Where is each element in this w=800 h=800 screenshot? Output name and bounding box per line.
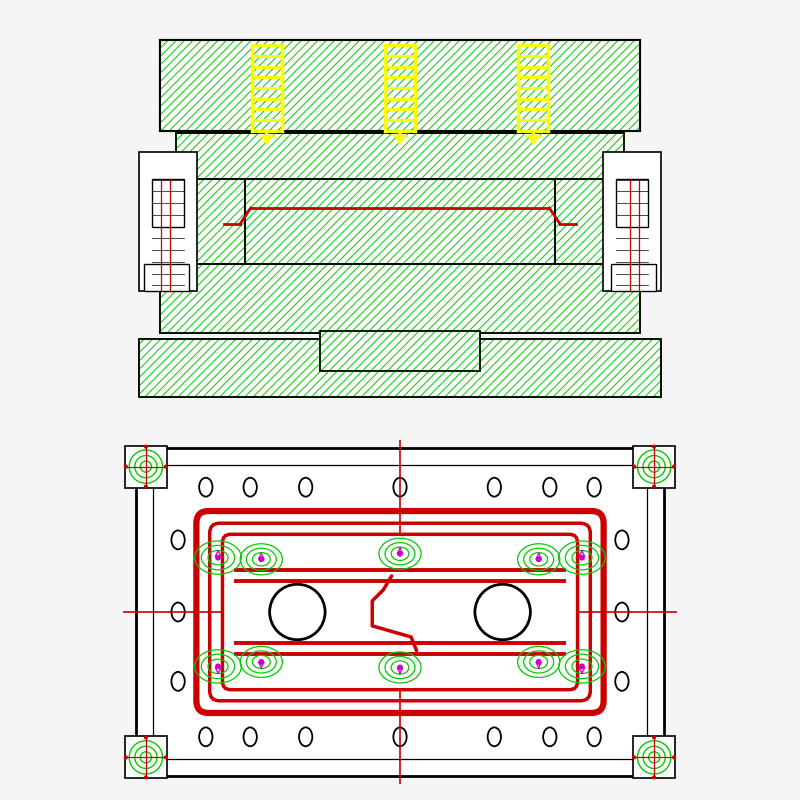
Bar (160, 40, 640, 130)
Circle shape (145, 486, 147, 488)
Bar (616, 178, 648, 226)
Bar (176, 134, 624, 178)
Circle shape (165, 756, 167, 758)
Bar (320, 330, 480, 370)
Circle shape (398, 551, 402, 556)
Circle shape (673, 756, 675, 758)
Bar (160, 264, 640, 334)
Bar (144, 264, 190, 290)
Circle shape (125, 466, 127, 468)
Circle shape (653, 736, 655, 738)
Bar (152, 178, 184, 226)
Bar (246, 178, 554, 264)
Circle shape (259, 557, 263, 562)
Circle shape (580, 664, 584, 669)
Bar (554, 178, 640, 264)
Circle shape (216, 555, 220, 560)
Bar (138, 338, 662, 398)
Circle shape (580, 555, 584, 560)
Circle shape (653, 486, 655, 488)
Circle shape (633, 466, 635, 468)
Circle shape (125, 756, 127, 758)
Bar (160, 178, 246, 264)
Bar (160, 178, 246, 264)
Circle shape (653, 776, 655, 778)
Bar (153, 465, 647, 759)
Circle shape (145, 446, 147, 448)
Bar (602, 152, 662, 290)
Circle shape (145, 776, 147, 778)
FancyBboxPatch shape (222, 534, 578, 690)
Circle shape (145, 736, 147, 738)
Bar (320, 330, 480, 370)
Circle shape (165, 466, 167, 468)
Circle shape (653, 446, 655, 448)
Bar (160, 40, 640, 130)
Bar (554, 178, 640, 264)
Bar (176, 134, 624, 178)
Bar (138, 338, 662, 398)
Bar (633, 736, 675, 778)
Bar (610, 264, 656, 290)
Bar (125, 446, 167, 488)
Bar (138, 152, 198, 290)
Circle shape (259, 660, 263, 664)
Circle shape (633, 756, 635, 758)
Circle shape (216, 664, 220, 669)
Circle shape (673, 466, 675, 468)
Circle shape (537, 557, 541, 562)
Bar (246, 178, 554, 264)
Bar (633, 446, 675, 488)
Bar (125, 736, 167, 778)
Circle shape (537, 660, 541, 664)
Bar (160, 264, 640, 334)
Circle shape (398, 666, 402, 670)
